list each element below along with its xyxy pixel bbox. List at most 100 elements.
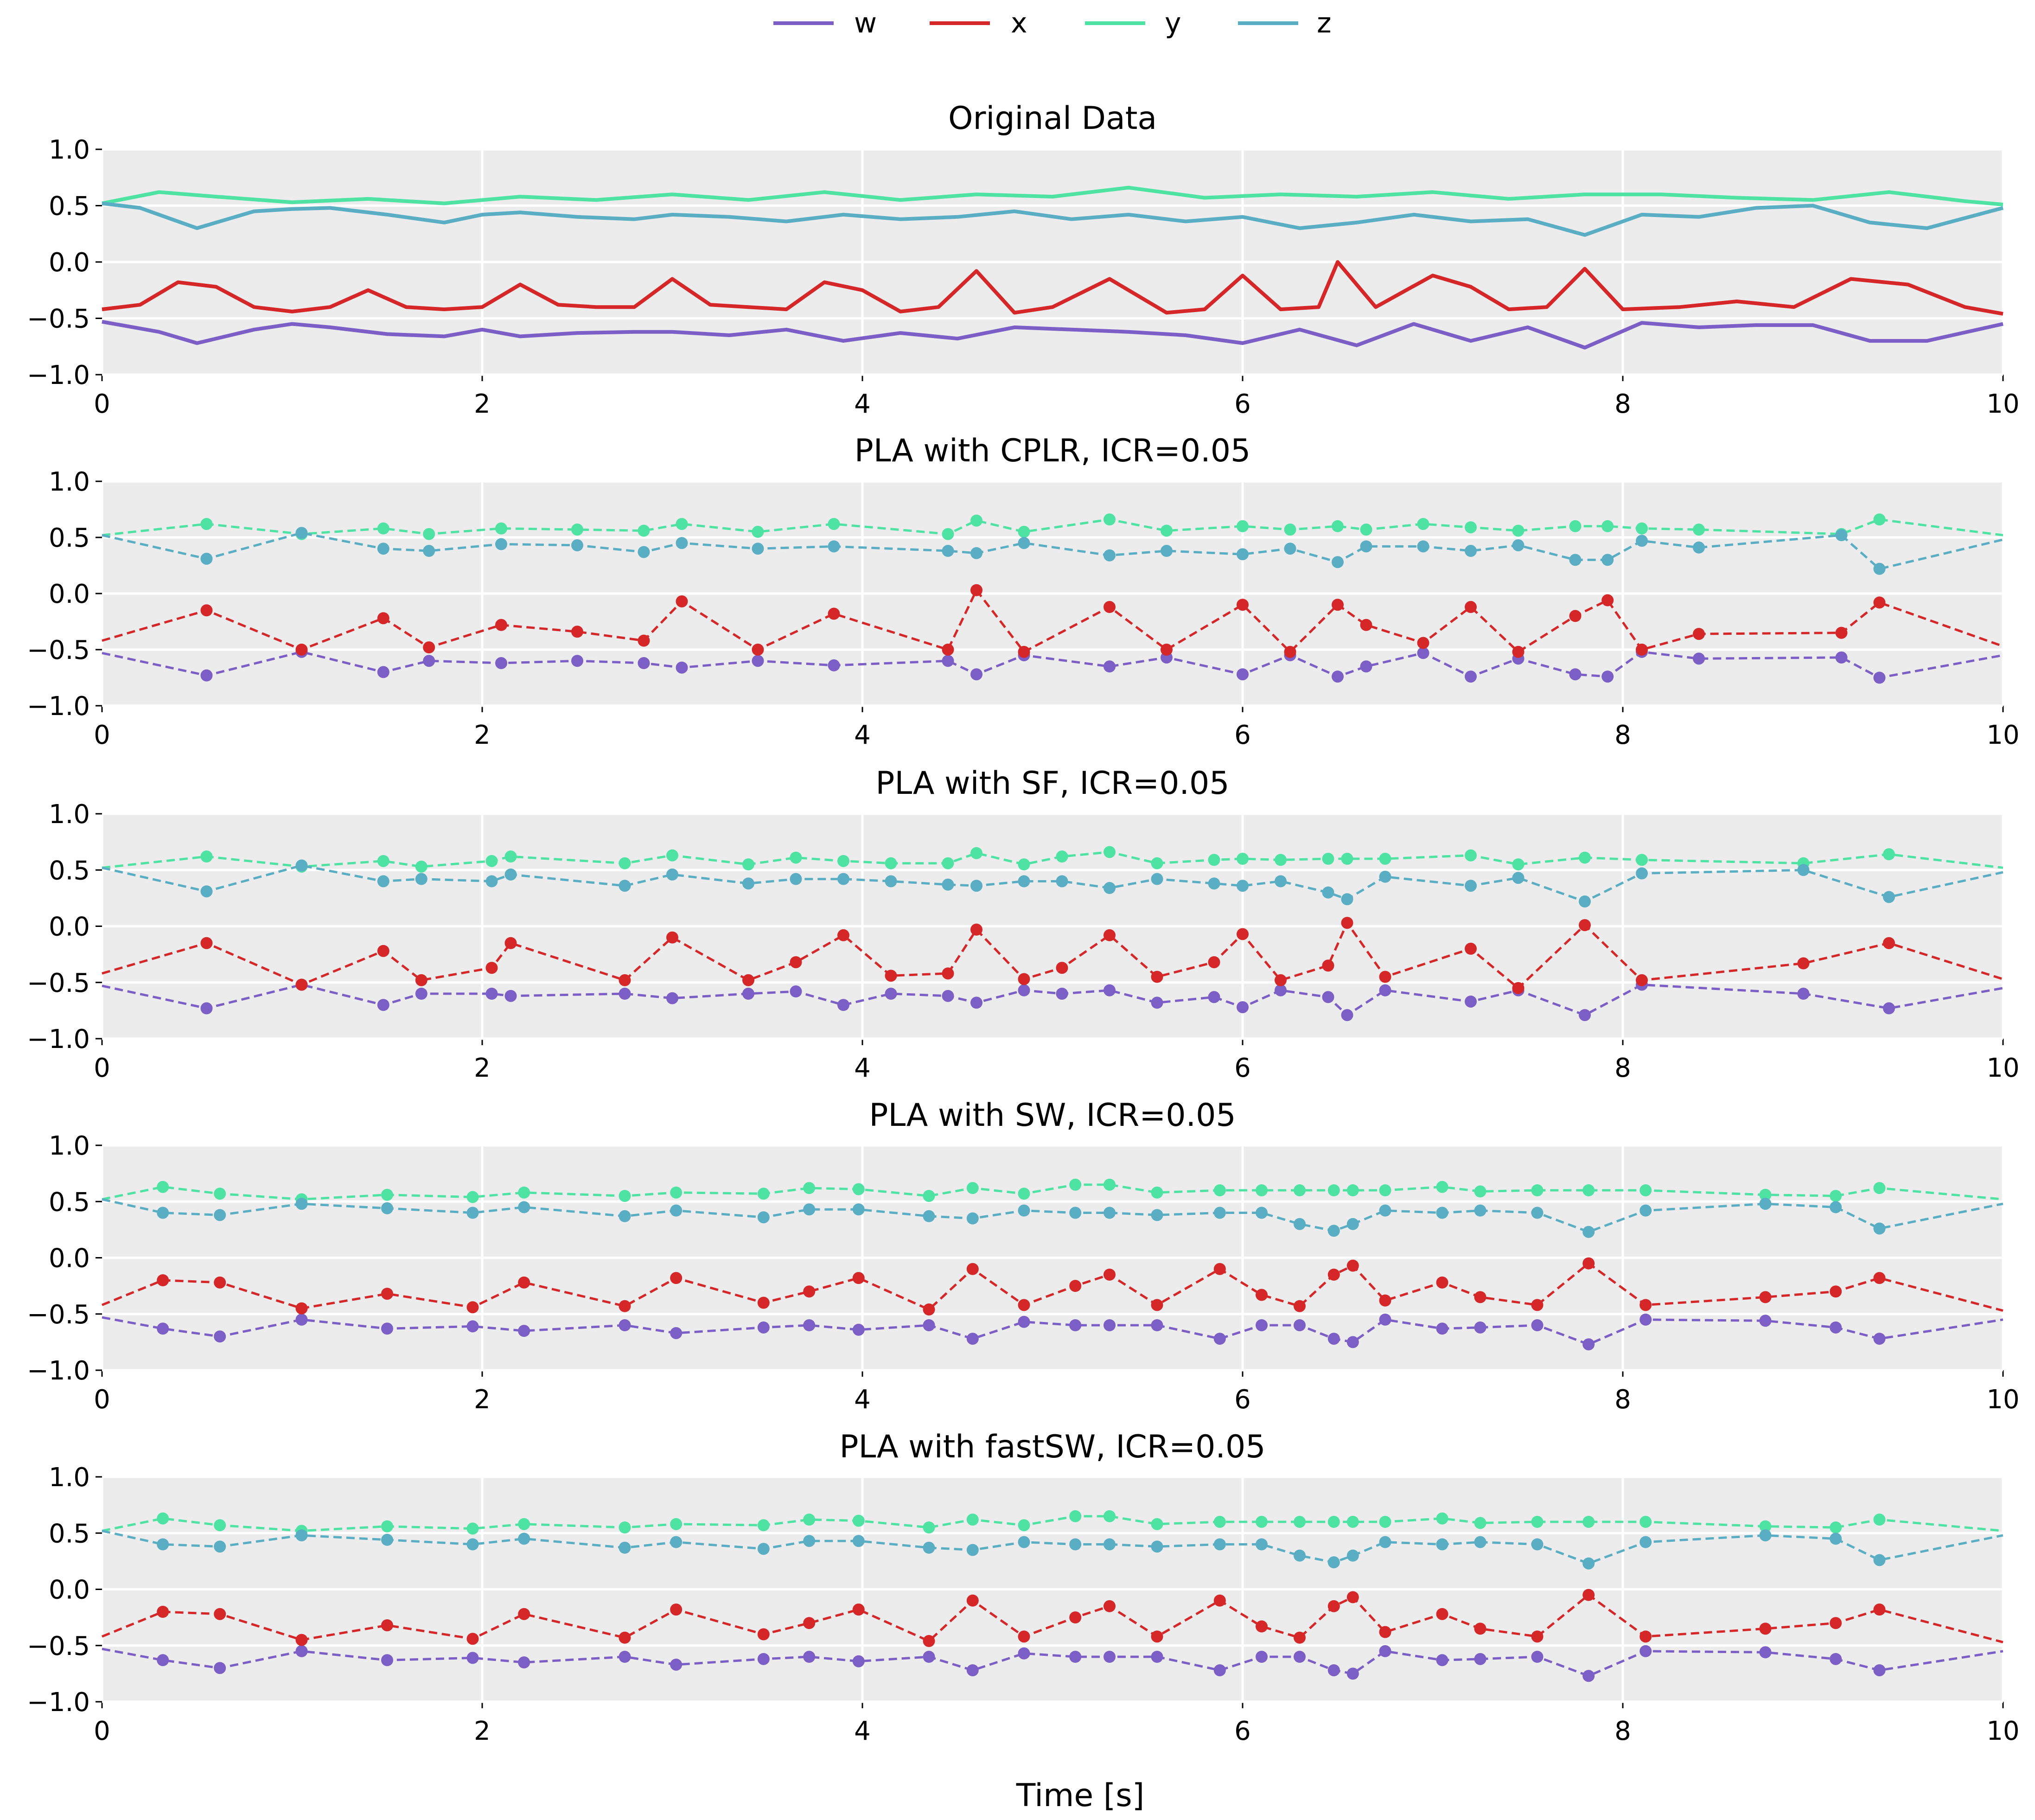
data-point-y — [1018, 1188, 1030, 1200]
legend-label-z: z — [1317, 7, 1332, 39]
x-tick-label: 10 — [1986, 1053, 2019, 1083]
data-point-x — [942, 644, 954, 656]
y-tick-label: −0.5 — [27, 1300, 90, 1330]
data-point-w — [1835, 651, 1848, 664]
data-point-x — [1213, 1594, 1226, 1607]
data-point-x — [966, 1594, 979, 1607]
data-point-x — [803, 1617, 816, 1629]
data-point-z — [157, 1207, 169, 1219]
data-point-z — [200, 885, 213, 898]
data-point-z — [1332, 556, 1344, 568]
data-point-x — [837, 929, 849, 941]
x-tick-label: 0 — [94, 1385, 110, 1415]
data-point-z — [518, 1533, 530, 1545]
y-tick-label: 1.0 — [49, 135, 90, 165]
data-point-y — [1213, 1516, 1226, 1528]
data-point-x — [1379, 971, 1391, 983]
data-point-x — [1018, 645, 1030, 658]
data-point-z — [1151, 873, 1163, 885]
data-point-x — [1759, 1291, 1772, 1303]
data-point-y — [1512, 524, 1525, 537]
data-point-y — [1069, 1510, 1082, 1522]
data-point-x — [742, 974, 754, 986]
data-point-y — [381, 1520, 393, 1533]
data-point-z — [1018, 1536, 1030, 1548]
data-point-x — [1346, 1591, 1359, 1603]
data-point-z — [504, 868, 517, 881]
data-point-x — [381, 1288, 393, 1300]
data-point-z — [295, 1198, 308, 1210]
data-point-w — [1379, 984, 1391, 996]
data-point-w — [1465, 671, 1477, 683]
data-point-z — [670, 1204, 683, 1217]
data-point-x — [1256, 1620, 1268, 1633]
data-point-y — [1883, 848, 1895, 861]
data-point-w — [1256, 1651, 1268, 1663]
data-point-y — [1237, 853, 1249, 865]
data-point-w — [619, 1651, 631, 1663]
data-point-w — [752, 655, 764, 667]
data-point-z — [1322, 886, 1334, 899]
data-point-z — [1531, 1538, 1544, 1551]
data-point-w — [200, 669, 213, 682]
data-point-w — [518, 1656, 530, 1669]
data-point-z — [970, 547, 982, 559]
data-point-w — [1531, 1651, 1544, 1663]
data-point-x — [790, 956, 802, 969]
panel-1: 0 2 4 6 8 10 1.0 0.5 0.0 −0.5 −1.0 Original Data — [27, 100, 2020, 419]
data-point-z — [1579, 895, 1591, 908]
data-point-z — [1693, 541, 1705, 554]
data-point-y — [1693, 524, 1705, 536]
data-point-x — [1322, 959, 1334, 972]
data-point-x — [423, 641, 435, 654]
data-point-z — [1474, 1204, 1486, 1217]
data-point-z — [885, 875, 897, 888]
data-point-x — [157, 1274, 169, 1286]
data-point-z — [1069, 1207, 1082, 1219]
x-tick-label: 6 — [1234, 1385, 1251, 1415]
data-point-x — [1797, 957, 1810, 970]
data-point-z — [1069, 1538, 1082, 1551]
y-tick-label: −1.0 — [27, 691, 90, 722]
data-point-w — [295, 1645, 308, 1657]
data-point-x — [1104, 1268, 1116, 1281]
data-point-y — [1601, 520, 1614, 532]
data-point-y — [757, 1519, 770, 1532]
legend-label-y: y — [1165, 7, 1181, 39]
data-point-z — [415, 873, 427, 885]
data-point-z — [1346, 1218, 1359, 1230]
data-point-x — [1465, 943, 1477, 955]
data-point-z — [1104, 1538, 1116, 1551]
data-point-x — [1213, 1263, 1226, 1275]
panel-title: PLA with fastSW, ICR=0.05 — [840, 1429, 1266, 1465]
data-point-y — [852, 1514, 865, 1527]
data-point-w — [666, 992, 678, 1004]
data-point-w — [1151, 1651, 1163, 1663]
legend: w x y z — [773, 7, 1332, 39]
data-point-w — [1104, 1319, 1116, 1331]
data-point-w — [1208, 991, 1220, 1003]
data-point-z — [295, 1529, 308, 1542]
x-tick-label: 6 — [1234, 1716, 1251, 1746]
data-point-y — [381, 1188, 393, 1201]
data-point-w — [1873, 1664, 1886, 1677]
data-point-x — [1018, 973, 1030, 985]
data-point-w — [377, 999, 389, 1011]
data-point-w — [377, 666, 389, 678]
data-point-x — [295, 644, 308, 656]
data-point-w — [1531, 1319, 1544, 1331]
data-point-w — [619, 1319, 631, 1331]
data-point-y — [619, 1190, 631, 1202]
data-point-z — [1601, 554, 1614, 566]
data-point-x — [757, 1296, 770, 1309]
data-point-x — [415, 974, 427, 986]
data-point-x — [1639, 1299, 1652, 1311]
y-tick-label: −0.5 — [27, 304, 90, 334]
data-point-z — [966, 1544, 979, 1556]
data-point-y — [1512, 858, 1525, 871]
x-tick-label: 0 — [94, 1053, 110, 1083]
data-point-y — [1256, 1516, 1268, 1528]
data-point-y — [1151, 857, 1163, 869]
data-point-z — [1636, 867, 1648, 880]
series-line-z — [102, 864, 2003, 903]
